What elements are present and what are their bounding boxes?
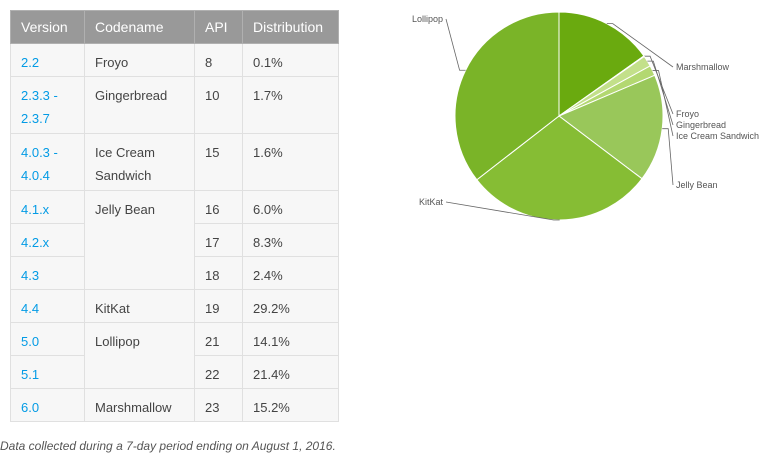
distribution-cell: 0.1% xyxy=(242,43,339,77)
leader-line-gingerbread xyxy=(647,60,674,126)
version-link-text[interactable]: 4.2.x xyxy=(21,235,50,250)
pie-label-froyo: Froyo xyxy=(676,109,699,119)
pie-label-ice-cream-sandwich: Ice Cream Sandwich xyxy=(676,131,759,141)
pie-label-lollipop: Lollipop xyxy=(412,14,443,24)
pie-label-gingerbread: Gingerbread xyxy=(676,120,726,130)
distribution-cell: 6.0% xyxy=(242,190,339,224)
leader-line-marshmallow xyxy=(606,23,674,68)
version-link-text[interactable]: 2.3.3 - 2.3.7 xyxy=(21,88,58,126)
version-link[interactable]: 5.1 xyxy=(10,355,85,389)
codename-cell: Froyo xyxy=(84,43,195,77)
api-cell: 17 xyxy=(194,223,243,257)
codename-cell: Marshmallow xyxy=(84,388,195,422)
version-link[interactable]: 4.4 xyxy=(10,289,85,323)
codename-cell: Gingerbread xyxy=(84,76,195,134)
api-cell: 15 xyxy=(194,133,243,191)
version-link-text[interactable]: 5.0 xyxy=(21,334,40,349)
header-version: Version xyxy=(10,10,85,44)
api-cell: 23 xyxy=(194,388,243,422)
table-row: 6.0 Marshmallow 23 15.2% xyxy=(10,388,339,422)
api-cell: 10 xyxy=(194,76,243,134)
table-header-row: Version Codename API Distribution xyxy=(10,10,339,44)
version-link-text[interactable]: 5.1 xyxy=(21,367,40,382)
api-cell: 18 xyxy=(194,256,243,290)
pie-slice-jelly-bean xyxy=(558,74,664,180)
header-distribution: Distribution xyxy=(242,10,339,44)
distribution-table: Version Codename API Distribution 2.2 Fr… xyxy=(10,10,339,422)
leader-line-kitkat xyxy=(445,201,560,221)
version-link[interactable]: 4.1.x xyxy=(10,190,85,224)
pie-label-marshmallow: Marshmallow xyxy=(676,62,730,72)
distribution-cell: 1.6% xyxy=(242,133,339,191)
table-row: 2.2 Froyo 8 0.1% xyxy=(10,43,339,77)
version-link-text[interactable]: 4.3 xyxy=(21,268,40,283)
version-link[interactable]: 2.2 xyxy=(10,43,85,77)
version-link-text[interactable]: 4.4 xyxy=(21,301,40,316)
api-cell: 19 xyxy=(194,289,243,323)
leader-line-jelly-bean xyxy=(662,128,674,186)
version-link[interactable]: 6.0 xyxy=(10,388,85,422)
footnote: Data collected during a 7-day period end… xyxy=(0,439,336,453)
distribution-cell: 21.4% xyxy=(242,355,339,389)
pie-label-jelly-bean: Jelly Bean xyxy=(676,180,718,190)
distribution-cell: 8.3% xyxy=(242,223,339,257)
version-link-text[interactable]: 4.0.3 - 4.0.4 xyxy=(21,145,58,183)
pie-slice-marshmallow xyxy=(558,11,645,117)
version-link-text[interactable]: 2.2 xyxy=(21,55,40,70)
version-link-text[interactable]: 4.1.x xyxy=(21,202,50,217)
distribution-cell: 15.2% xyxy=(242,388,339,422)
leader-line-lollipop xyxy=(445,18,466,71)
version-link[interactable]: 4.0.3 - 4.0.4 xyxy=(10,133,85,191)
pie-label-kitkat: KitKat xyxy=(419,197,444,207)
table-row: 4.4 KitKat 19 29.2% xyxy=(10,289,339,323)
version-link[interactable]: 4.3 xyxy=(10,256,85,290)
leader-line-froyo xyxy=(644,55,674,115)
table-row: 4.0.3 - 4.0.4 Ice Cream Sandwich 15 1.6% xyxy=(10,133,339,191)
leader-line-ice-cream-sandwich xyxy=(652,70,674,137)
version-link-text[interactable]: 6.0 xyxy=(21,400,40,415)
codename-cell: Jelly Bean xyxy=(84,190,195,290)
api-cell: 21 xyxy=(194,322,243,356)
codename-cell: Ice Cream Sandwich xyxy=(84,133,195,191)
codename-cell: Lollipop xyxy=(84,322,195,389)
table-row: 5.1 22 21.4% xyxy=(10,355,339,389)
table-row: 4.1.x Jelly Bean 16 6.0% xyxy=(10,190,339,290)
pie-slice-lollipop xyxy=(454,11,560,181)
table-row: 4.3 18 2.4% xyxy=(10,256,339,290)
api-cell: 8 xyxy=(194,43,243,77)
